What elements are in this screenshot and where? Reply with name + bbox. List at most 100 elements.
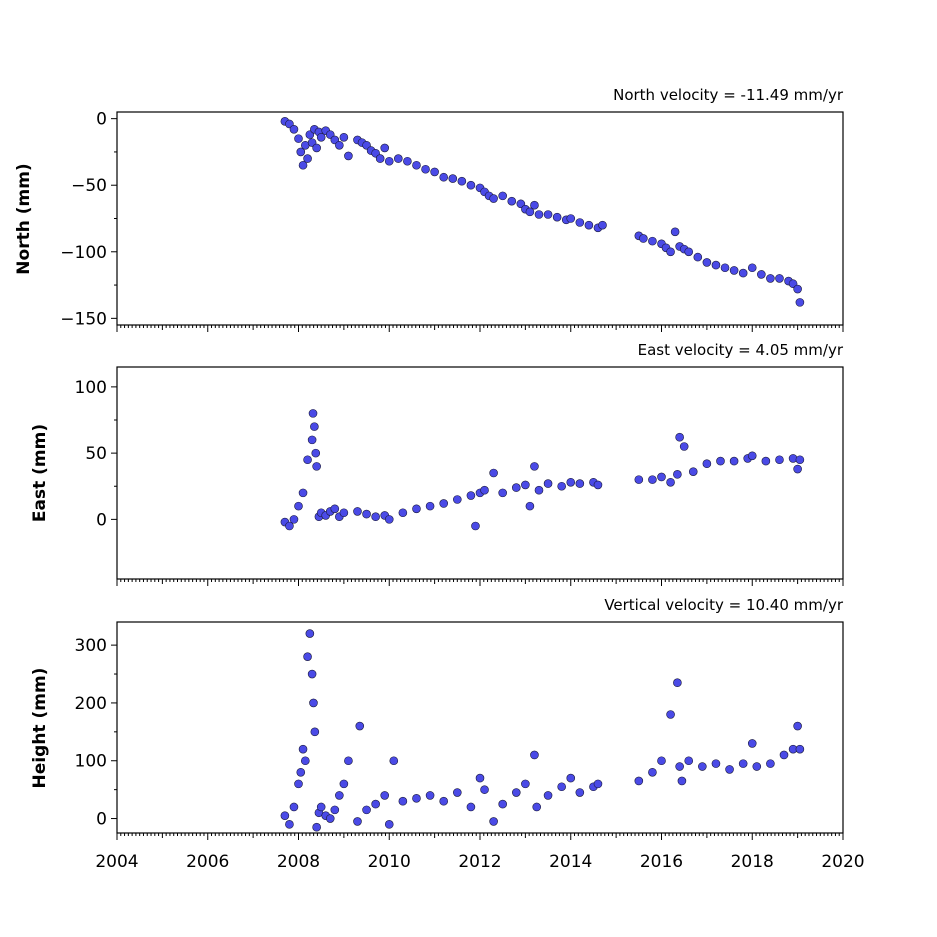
east-data-point — [439, 499, 449, 508]
north-data-point — [711, 260, 721, 270]
x-tick-label: 2012 — [458, 852, 501, 872]
east-data-point — [310, 422, 319, 431]
north-data-point — [584, 220, 594, 230]
east-plot-frame — [116, 366, 844, 580]
north-data-point — [693, 252, 703, 262]
north-velocity-label: North velocity = -11.49 mm/yr — [613, 86, 844, 104]
north-data-point — [534, 210, 544, 219]
north-data-point — [566, 214, 576, 223]
height-data-point — [335, 791, 344, 800]
east-data-point — [566, 477, 576, 487]
height-data-point — [439, 796, 449, 806]
height-data-point — [489, 817, 498, 826]
height-data-point — [752, 762, 762, 771]
east-data-point — [648, 475, 657, 484]
height-points — [280, 629, 805, 832]
height-data-point — [298, 744, 308, 754]
east-data-point — [311, 448, 321, 458]
height-data-point — [634, 776, 644, 786]
height-data-point — [779, 750, 789, 760]
x-tick-label: 2008 — [277, 852, 320, 872]
east-data-point — [308, 409, 318, 418]
height-data-point — [684, 756, 694, 766]
height-data-point — [316, 802, 326, 812]
north-y-tick-label: −100 — [60, 243, 107, 263]
east-y-tick-label: 100 — [75, 378, 107, 398]
height-data-point — [530, 750, 539, 760]
height-data-point — [330, 805, 340, 815]
height-y-tick-label: 100 — [75, 752, 107, 772]
north-data-point — [289, 125, 299, 134]
east-data-point — [466, 491, 476, 500]
height-data-point — [371, 799, 380, 809]
north-data-point — [457, 176, 467, 186]
north-data-point — [412, 160, 421, 170]
east-data-point — [525, 501, 535, 511]
height-data-point — [312, 822, 321, 832]
north-y-tick-label: −50 — [71, 176, 107, 196]
height-x-tick-labels: 2004 2006 2008 2010 2012 2014 2016 2018 2020 — [95, 852, 864, 872]
height-data-point — [725, 765, 734, 774]
north-data-point — [639, 234, 648, 243]
east-data-point — [480, 485, 489, 495]
east-data-point — [511, 483, 521, 492]
height-data-point — [793, 721, 802, 731]
height-data-point — [666, 710, 675, 719]
x-tick-label: 2020 — [821, 852, 864, 872]
height-data-point — [412, 794, 421, 803]
north-data-point — [729, 266, 739, 275]
east-data-point — [398, 508, 408, 518]
east-data-point — [489, 468, 498, 478]
height-y-tick-label: 200 — [75, 694, 107, 714]
east-data-point — [330, 504, 340, 514]
north-data-point — [702, 258, 712, 267]
north-data-point — [303, 154, 312, 163]
height-data-point — [285, 820, 294, 829]
east-data-point — [384, 515, 394, 524]
height-data-point — [305, 629, 315, 638]
north-y-tick-label: −150 — [60, 309, 107, 329]
east-data-point — [795, 455, 805, 465]
height-data-point — [296, 768, 306, 777]
east-data-point — [543, 479, 553, 488]
height-data-point — [648, 768, 657, 777]
height-data-point — [532, 802, 542, 812]
height-data-point — [747, 739, 757, 748]
east-points — [280, 409, 805, 531]
east-data-point — [534, 485, 544, 495]
height-data-point — [480, 785, 489, 794]
east-data-point — [688, 467, 698, 476]
north-data-point — [380, 143, 390, 153]
north-data-point — [403, 156, 412, 166]
height-data-point — [398, 796, 408, 806]
height-data-point — [280, 811, 290, 820]
height-data-point — [466, 802, 476, 812]
east-y-tick-label: 50 — [85, 444, 107, 464]
north-data-point — [421, 164, 430, 174]
east-axis-title: East (mm) — [30, 424, 50, 522]
east-data-point — [425, 501, 435, 511]
east-panel: East velocity = 4.05 mm/yr East (mm) 100… — [30, 341, 844, 586]
height-data-point — [307, 669, 317, 679]
east-y-tick-label: 0 — [96, 510, 107, 530]
height-data-point — [698, 762, 707, 771]
height-panel: Vertical velocity = 10.40 mm/yr Height (… — [30, 596, 865, 872]
x-tick-label: 2006 — [186, 852, 229, 872]
height-data-point — [557, 782, 566, 792]
north-data-point — [598, 220, 607, 230]
height-y-tick-label: 0 — [96, 810, 107, 830]
north-y-tick-label: 0 — [96, 110, 107, 130]
x-tick-label: 2010 — [368, 852, 411, 872]
height-data-point — [389, 756, 399, 766]
east-data-point — [353, 507, 362, 516]
north-data-point — [757, 270, 766, 279]
east-data-point — [312, 462, 321, 471]
north-data-point — [575, 218, 585, 227]
height-data-point — [657, 756, 666, 766]
east-data-point — [673, 470, 682, 479]
east-data-point — [729, 456, 739, 466]
height-data-point — [294, 779, 303, 789]
height-y-tick-label: 300 — [75, 636, 107, 656]
east-data-point — [666, 477, 675, 487]
